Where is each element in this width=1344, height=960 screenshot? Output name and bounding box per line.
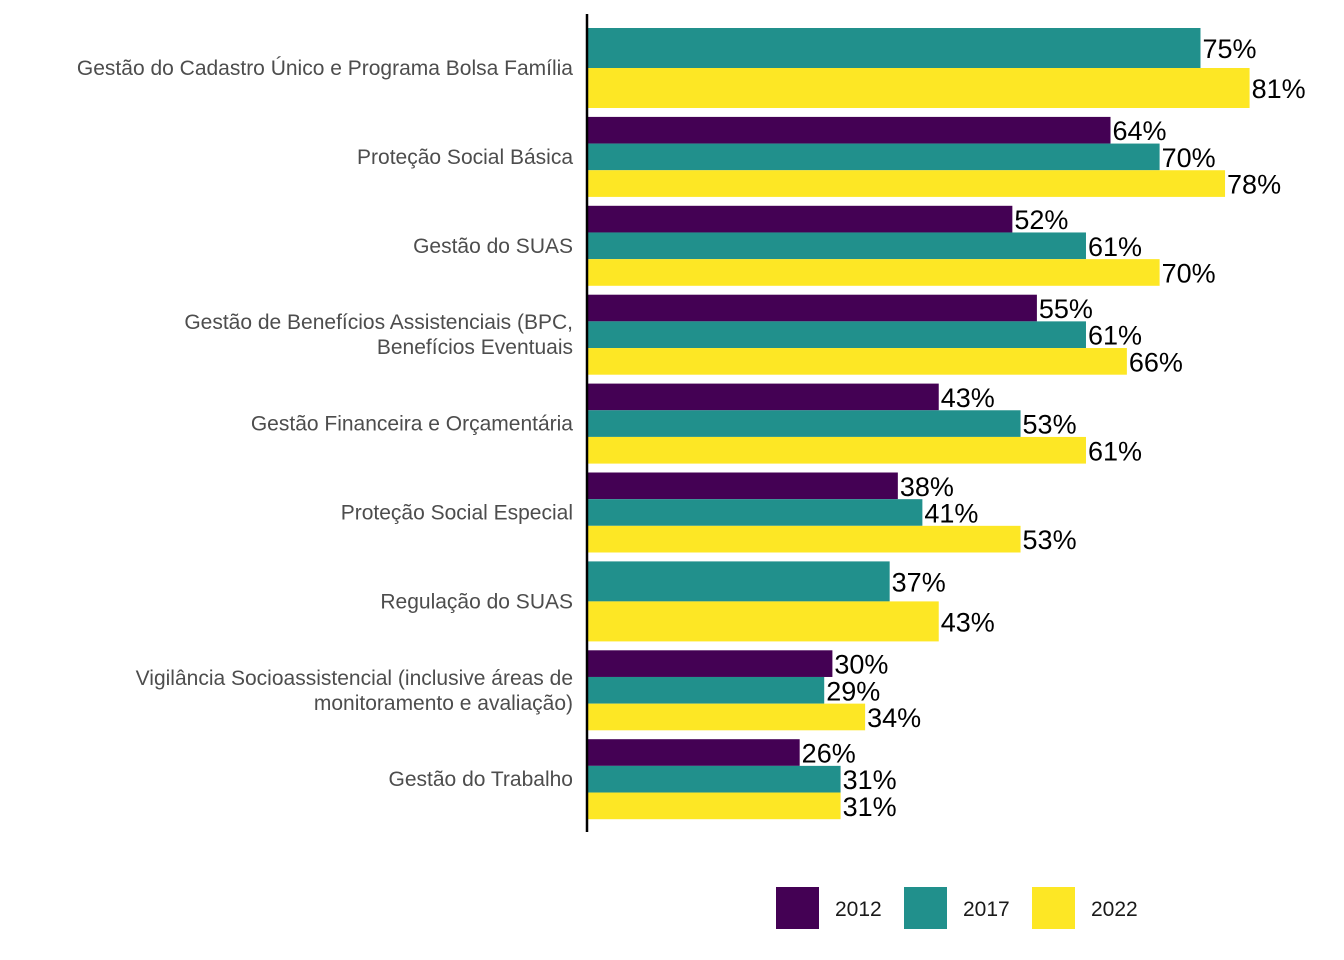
value-label-2017-6: 41% <box>924 499 978 529</box>
value-label-2017-7: 37% <box>892 567 946 597</box>
value-label-2012-8: 30% <box>834 650 888 680</box>
value-label-2012-3: 52% <box>1014 205 1068 235</box>
bar-2017-1 <box>587 28 1201 68</box>
category-labels-group: Gestão do Cadastro Único e Programa Bols… <box>77 57 573 791</box>
legend-label-2017: 2017 <box>963 898 1010 921</box>
value-label-2017-1: 75% <box>1203 34 1257 64</box>
legend-label-2012: 2012 <box>835 898 882 921</box>
bar-2017-8 <box>587 676 825 704</box>
category-label-8-line-1: Vigilância Socioassistencial (inclusive … <box>136 667 573 690</box>
value-labels-group: 75%81%64%70%78%52%61%70%55%61%66%43%53%6… <box>802 34 1306 822</box>
value-label-2012-9: 26% <box>802 739 856 769</box>
category-label-2: Proteção Social Básica <box>357 146 573 169</box>
value-label-2012-4: 55% <box>1039 294 1093 324</box>
bar-2017-3 <box>587 232 1086 260</box>
bar-2017-2 <box>587 143 1160 171</box>
category-label-6: Proteção Social Especial <box>341 502 573 525</box>
bar-2012-8 <box>587 650 833 677</box>
legend-key-2012 <box>776 887 819 929</box>
value-label-2022-7: 43% <box>941 607 995 637</box>
bar-2017-4 <box>587 321 1086 349</box>
bar-2022-6 <box>587 525 1021 553</box>
bar-2012-2 <box>587 116 1111 144</box>
bar-2017-6 <box>587 499 923 526</box>
category-label-7: Regulação do SUAS <box>380 590 573 613</box>
value-label-2017-5: 53% <box>1023 410 1077 440</box>
value-label-2022-5: 61% <box>1088 436 1142 466</box>
value-label-2017-4: 61% <box>1088 321 1142 351</box>
value-label-2022-4: 66% <box>1129 347 1183 377</box>
bar-2022-9 <box>587 792 841 820</box>
category-label-4-line-1: Gestão de Benefícios Assistenciais (BPC, <box>184 311 573 334</box>
value-label-2012-2: 64% <box>1113 116 1167 146</box>
category-label-3: Gestão do SUAS <box>413 235 573 258</box>
bar-2022-8 <box>587 703 866 731</box>
value-label-2012-5: 43% <box>941 383 995 413</box>
bar-2022-5 <box>587 436 1086 464</box>
legend: 2012 2017 2022 <box>776 887 1138 929</box>
value-label-2012-6: 38% <box>900 472 954 502</box>
value-label-2017-9: 31% <box>843 765 897 795</box>
category-label-4-line-2: Benefícios Eventuais <box>377 336 573 359</box>
value-label-2022-8: 34% <box>867 703 921 733</box>
value-label-2022-9: 31% <box>843 792 897 822</box>
bar-2012-5 <box>587 383 939 411</box>
category-label-1: Gestão do Cadastro Único e Programa Bols… <box>77 57 573 80</box>
bar-2017-7 <box>587 561 890 602</box>
bar-2012-6 <box>587 472 898 500</box>
bar-2022-7 <box>587 601 939 642</box>
legend-key-2017 <box>904 887 947 929</box>
bar-2022-3 <box>587 259 1160 286</box>
legend-label-2022: 2022 <box>1091 898 1138 921</box>
value-label-2022-3: 70% <box>1162 258 1216 288</box>
value-label-2017-3: 61% <box>1088 232 1142 262</box>
category-label-9: Gestão do Trabalho <box>389 768 573 791</box>
value-label-2017-8: 29% <box>826 676 880 706</box>
bars-group <box>587 28 1250 820</box>
bar-2022-2 <box>587 170 1226 197</box>
category-label-5: Gestão Financeira e Orçamentária <box>251 413 573 436</box>
bar-2022-1 <box>587 68 1250 108</box>
value-label-2022-2: 78% <box>1227 170 1281 200</box>
bar-2017-5 <box>587 410 1021 437</box>
bar-2017-9 <box>587 765 841 793</box>
legend-key-2022 <box>1032 887 1075 929</box>
bar-2012-9 <box>587 739 800 766</box>
bar-2022-4 <box>587 348 1127 375</box>
value-label-2017-2: 70% <box>1162 143 1216 173</box>
bar-2012-4 <box>587 294 1037 322</box>
bar-2012-3 <box>587 205 1013 233</box>
value-label-2022-1: 81% <box>1252 74 1306 104</box>
value-label-2022-6: 53% <box>1023 525 1077 555</box>
category-label-8-line-2: monitoramento e avaliação) <box>314 692 573 715</box>
